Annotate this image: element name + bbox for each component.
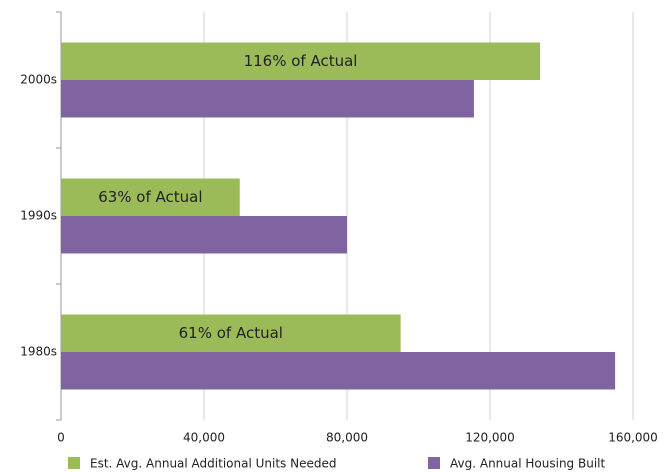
annotation: 63% of Actual xyxy=(98,188,202,206)
legend-swatch xyxy=(68,457,80,469)
bar xyxy=(61,352,616,390)
y-tick-label: 1990s xyxy=(20,209,57,223)
bar xyxy=(61,80,474,118)
annotation: 61% of Actual xyxy=(179,324,283,342)
y-tick-label: 2000s xyxy=(20,73,57,87)
x-tick-label: 80,000 xyxy=(326,431,368,445)
legend-label: Avg. Annual Housing Built xyxy=(450,457,605,471)
bar xyxy=(61,314,401,352)
x-tick-label: 120,000 xyxy=(465,431,515,445)
x-tick-label: 160,000 xyxy=(608,431,658,445)
bar xyxy=(61,178,240,216)
bar xyxy=(61,42,541,80)
legend-swatch xyxy=(428,457,440,469)
annotation: 116% of Actual xyxy=(244,52,358,70)
bar xyxy=(61,216,347,254)
x-tick-label: 0 xyxy=(57,431,65,445)
y-tick-label: 1980s xyxy=(20,345,57,359)
legend-label: Est. Avg. Annual Additional Units Needed xyxy=(90,457,336,471)
x-tick-label: 40,000 xyxy=(183,431,225,445)
